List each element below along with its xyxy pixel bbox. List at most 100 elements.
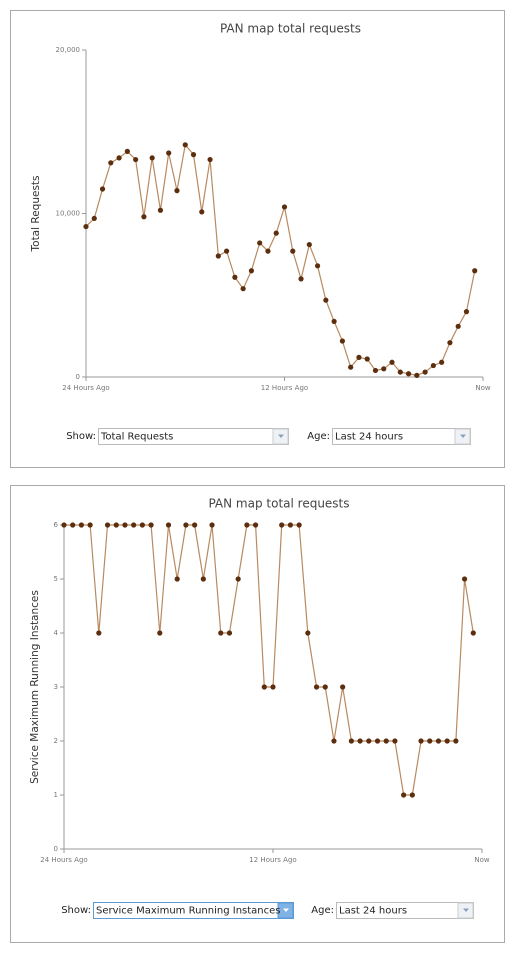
data-point xyxy=(265,248,271,254)
data-point xyxy=(290,248,296,254)
data-point xyxy=(279,522,285,528)
data-point xyxy=(372,367,379,374)
data-point xyxy=(218,630,224,636)
data-point xyxy=(444,738,450,744)
data-point xyxy=(215,253,221,259)
data-point xyxy=(381,366,387,372)
data-point xyxy=(209,522,215,528)
data-point xyxy=(104,522,111,528)
y-tick-label: 5 xyxy=(54,575,58,583)
x-tick-label: Now xyxy=(474,856,490,864)
y-tick-label: 0 xyxy=(54,845,58,853)
data-point xyxy=(224,248,230,254)
x-tick-label: 24 Hours Ago xyxy=(62,384,109,392)
show-value: Total Requests xyxy=(100,432,173,443)
data-point xyxy=(91,215,97,222)
data-point xyxy=(174,188,180,194)
data-point xyxy=(248,268,255,274)
data-point xyxy=(463,309,470,315)
data-point xyxy=(331,318,337,325)
data-point xyxy=(322,684,328,690)
data-point xyxy=(174,576,180,582)
data-point xyxy=(414,372,420,378)
data-point xyxy=(113,522,119,528)
data-point xyxy=(389,359,395,365)
data-point xyxy=(200,576,206,582)
y-axis-label: Total Requests xyxy=(30,176,42,253)
y-tick-label: 6 xyxy=(54,521,59,529)
data-point xyxy=(453,738,459,744)
data-point xyxy=(374,738,381,744)
data-point xyxy=(96,630,102,636)
y-tick-label: 4 xyxy=(54,629,59,637)
show-label: Show: xyxy=(61,905,91,916)
data-point xyxy=(235,576,241,582)
y-tick-label: 3 xyxy=(54,683,58,691)
data-point xyxy=(287,522,294,528)
data-point xyxy=(157,207,164,213)
panel xyxy=(10,10,505,468)
data-point xyxy=(131,522,137,528)
data-point xyxy=(148,522,154,528)
data-point xyxy=(226,630,233,636)
data-point xyxy=(435,738,442,744)
y-tick-label: 2 xyxy=(54,737,58,745)
data-point xyxy=(383,738,389,744)
data-point xyxy=(455,323,461,329)
data-point xyxy=(439,359,445,365)
data-point xyxy=(149,155,155,161)
data-point xyxy=(323,297,329,303)
chart-title: PAN map total requests xyxy=(208,497,349,511)
data-point xyxy=(422,369,428,375)
age-label: Age: xyxy=(307,431,330,442)
data-point xyxy=(122,522,128,528)
data-point xyxy=(331,738,337,744)
data-point xyxy=(273,230,279,236)
data-point xyxy=(409,792,415,798)
data-point xyxy=(418,738,424,744)
x-tick-label: 24 Hours Ago xyxy=(40,856,87,864)
data-point xyxy=(116,155,122,161)
data-point xyxy=(405,371,412,377)
data-point xyxy=(348,364,354,370)
data-point xyxy=(252,522,259,528)
data-point xyxy=(314,263,321,269)
data-point xyxy=(192,522,198,528)
age-dropdown-arrow xyxy=(460,434,466,438)
age-value: Last 24 hours xyxy=(335,432,403,443)
data-point xyxy=(392,738,398,744)
data-point xyxy=(430,362,436,369)
data-point xyxy=(397,369,403,375)
data-point xyxy=(339,338,345,344)
y-tick-label: 1 xyxy=(54,791,58,799)
data-point xyxy=(348,738,354,744)
data-point xyxy=(281,204,288,210)
data-point xyxy=(182,142,188,148)
data-point xyxy=(124,148,130,154)
data-point xyxy=(244,522,250,528)
data-point xyxy=(139,522,145,528)
data-point xyxy=(356,354,362,360)
y-tick-label: 10,000 xyxy=(56,210,81,218)
data-point xyxy=(141,214,147,220)
data-point xyxy=(270,684,276,690)
data-point xyxy=(298,276,304,282)
data-point xyxy=(366,738,372,744)
data-point xyxy=(401,792,407,798)
data-point xyxy=(364,356,370,362)
data-point xyxy=(306,241,312,248)
data-point xyxy=(207,156,213,163)
data-point xyxy=(166,150,172,156)
data-point xyxy=(470,630,476,636)
show-dropdown-arrow xyxy=(283,908,289,912)
data-point xyxy=(83,223,89,230)
data-point xyxy=(165,522,172,528)
data-point xyxy=(427,738,433,744)
data-point xyxy=(108,160,114,166)
x-tick-label: 12 Hours Ago xyxy=(249,856,296,864)
data-point xyxy=(199,209,205,215)
data-point xyxy=(305,630,311,636)
y-axis-label: Service Maximum Running Instances xyxy=(29,590,41,784)
data-point xyxy=(70,522,76,528)
